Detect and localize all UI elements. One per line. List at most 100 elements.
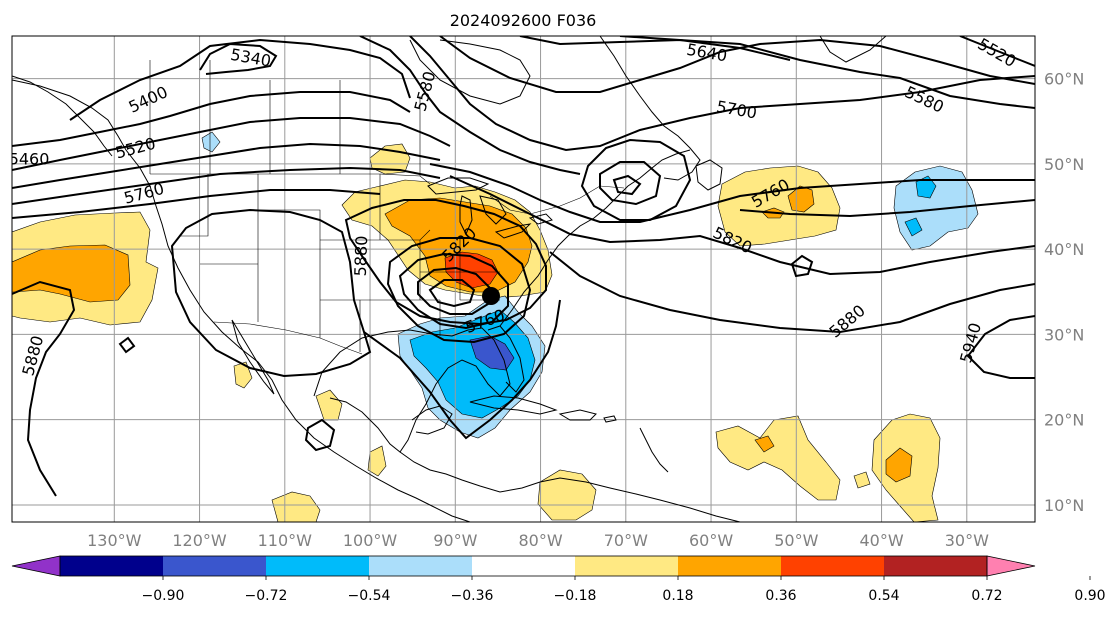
colorbar-swatch (472, 556, 576, 576)
contour-label-group: 5460 (9, 150, 50, 169)
shade-trop-pos018-g (367, 445, 387, 477)
contour-5400 (69, 38, 411, 121)
contour-5580 (12, 142, 441, 189)
shade-neg018-small (201, 131, 221, 153)
contour-5340 (199, 42, 278, 75)
colorbar-tick-label: −0.54 (348, 588, 391, 604)
colorbar-tick-label: 0.72 (971, 588, 1002, 604)
contour-5640 (12, 166, 441, 205)
contour-low-core (428, 279, 476, 308)
lon-tick-label: 80°W (518, 531, 562, 550)
contour-5520-top (959, 36, 1035, 67)
lon-tick-label: 120°W (172, 531, 227, 550)
colorbar-swatch (60, 556, 164, 576)
colorbar-swatch (266, 556, 370, 576)
coast-newfoundland (695, 159, 723, 191)
contour-5820-a (449, 175, 1035, 276)
colorbar-tick-label: 0.54 (868, 588, 899, 604)
coast-east (499, 149, 691, 327)
lat-tick-label: 60°N (1044, 70, 1084, 89)
height-contours (12, 36, 1035, 497)
map-frame (11, 35, 1036, 523)
contour-label: 5880 (351, 235, 371, 276)
longitude-labels: 130°W 120°W 110°W 100°W 90°W 80°W 70°W 60°W 50°W… (87, 531, 989, 550)
colorbar-tick-label: −0.90 (142, 588, 185, 604)
coastlines (12, 36, 887, 522)
shade-atl-neg036 (915, 175, 937, 199)
shade-atl-neg036-b (904, 217, 923, 237)
border-canada-provinces (149, 60, 421, 176)
contour-5700 (12, 189, 381, 219)
contour-5520 (12, 117, 451, 171)
colorbar-swatch (163, 556, 267, 576)
colorbar: −0.90 −0.72 −0.54 −0.36 −0.18 0.18 0.36 0.54 0.7… (11, 555, 1105, 604)
coast-yucatan (411, 405, 453, 435)
contour-north-ridge-d (519, 36, 1035, 109)
coast-alaska (12, 75, 113, 157)
shade-trop-pos018-d (271, 491, 321, 522)
contour-5820-ring (344, 199, 547, 326)
lon-tick-label: 60°W (689, 531, 733, 550)
borders (149, 60, 625, 355)
colorbar-tick-label: 0.36 (765, 588, 796, 604)
contour-5940 (966, 315, 1035, 379)
lat-tick-label: 50°N (1044, 155, 1084, 174)
contour-atl-low-a (580, 138, 692, 221)
latitude-labels: 60°N 50°N 40°N 30°N 20°N 10°N (1044, 70, 1084, 515)
lake-ontario (528, 213, 553, 225)
lon-tick-label: 40°W (859, 531, 903, 550)
hudson-bay (409, 39, 531, 105)
contour-mexico-small (304, 418, 336, 452)
colorbar-tick-label: −0.72 (245, 588, 288, 604)
colorbar-swatch (884, 556, 988, 576)
contour-low-mid (398, 252, 509, 330)
colorbar-extend-max (986, 555, 1036, 577)
border-us-mexico (213, 321, 363, 355)
lon-tick-label: 30°W (945, 531, 989, 550)
contour-atl-low-c (612, 174, 642, 196)
lat-tick-label: 40°N (1044, 240, 1084, 259)
lake-superior (427, 177, 490, 195)
contour-north-ridge-a (359, 36, 581, 175)
coast-central-america (399, 451, 741, 522)
colorbar-tick-label: −0.18 (554, 588, 597, 604)
contour-5880-a (549, 251, 1035, 334)
colorbar-swatch (678, 556, 782, 576)
colorbar-tick-label: −0.36 (451, 588, 494, 604)
contour-5760-a (429, 163, 1035, 223)
contour-5820-b (739, 199, 1035, 218)
contour-low-outer (386, 237, 532, 344)
contour-north-ridge-c (439, 36, 1035, 93)
contour-5460 (12, 91, 411, 147)
coast-gulf (313, 327, 511, 453)
coast-baja (231, 319, 275, 395)
colorbar-swatch (369, 556, 473, 576)
coast-labrador (599, 36, 701, 181)
contour-label: 5460 (9, 150, 50, 169)
lon-tick-label: 90°W (433, 531, 477, 550)
colorbar-frame (59, 555, 988, 577)
lat-tick-label: 20°N (1044, 411, 1084, 430)
lat-tick-label: 30°N (1044, 325, 1084, 344)
contour-label-group: 5880 (351, 235, 371, 276)
lon-tick-label: 110°W (258, 531, 313, 550)
shade-trop-pos036-a (754, 435, 775, 453)
shade-trop-pos018-h (853, 471, 871, 489)
contour-atl-low-b (599, 161, 662, 206)
shade-pacific-pos036 (12, 244, 131, 303)
shade-trop-pos036-b (885, 447, 913, 483)
shade-atl-pos018 (717, 165, 841, 247)
island-hispaniola (558, 409, 597, 421)
contour-north-ridge-b (409, 36, 1035, 152)
contour-5880-south (363, 299, 561, 440)
shade-atl-pos036 (787, 185, 815, 213)
lon-tick-label: 70°W (604, 531, 648, 550)
shade-trop-pos018-e (315, 389, 343, 421)
colorbar-tick-label: 0.90 (1074, 588, 1105, 604)
gridlines (12, 36, 1035, 522)
coast-west (12, 79, 471, 522)
lon-tick-label: 50°W (774, 531, 818, 550)
